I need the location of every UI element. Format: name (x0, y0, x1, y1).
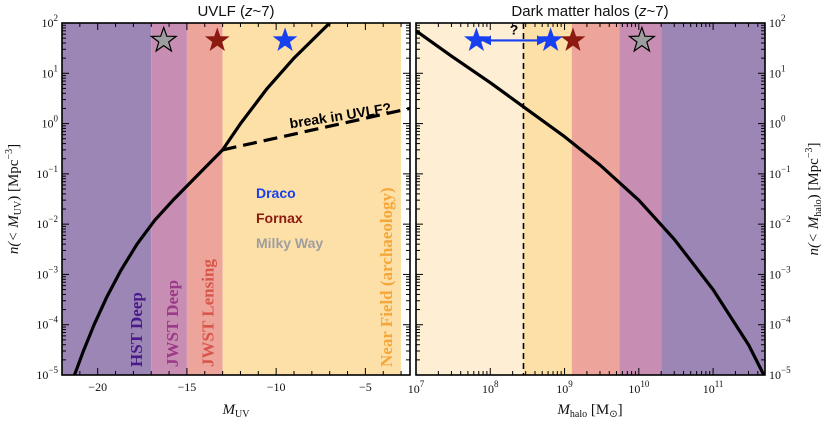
uvlf-ticks: −20 −15 −10 −5 10−5 10−4 10−3 10−2 10−1 100 101 102 (36, 13, 410, 394)
star-marker (149, 25, 178, 53)
y-tick-label: 10−1 (36, 164, 58, 181)
y-tick-label: 101 (42, 63, 59, 80)
region-band (571, 23, 620, 375)
region-band (416, 23, 524, 375)
star-marker (272, 27, 298, 51)
arrow-question-label: ? (510, 21, 519, 37)
x-tick-label: −5 (359, 380, 372, 394)
uvlf-stars (149, 25, 298, 53)
uvlf-curve-solid (72, 23, 331, 375)
star-marker (560, 27, 586, 51)
y-tick-label: 10−2 (36, 214, 58, 231)
region-band (186, 23, 223, 375)
y-tick-label: 102 (769, 13, 786, 30)
uvlf-frame (61, 22, 411, 376)
star-marker (204, 27, 230, 51)
region-label: HST Deep (127, 292, 146, 367)
uvlf-regions (62, 23, 410, 375)
star-marker (627, 25, 657, 53)
y-tick-label: 101 (769, 63, 786, 80)
y-tick-label: 10−4 (769, 315, 791, 332)
region-band (661, 23, 765, 375)
uvlf-legend: Draco Fornax Milky Way (256, 185, 323, 251)
uvlf-xlabel: MUV (222, 402, 251, 420)
arrow-head-right (537, 35, 547, 46)
legend-entry: Draco (256, 185, 296, 201)
region-band (523, 23, 572, 375)
y-tick-label: 10−4 (36, 315, 58, 332)
arrow-head-left (481, 35, 491, 46)
uvlf-ylabel: n(< MUV) [Mpc−3] (4, 144, 24, 254)
region-label: JWST Deep (163, 280, 182, 367)
x-tick-label: 1010 (628, 379, 650, 396)
x-tick-label: −10 (267, 380, 286, 394)
halo-ticks: 107 108 109 1010 1011 10−5 10−4 10−3 10−2 10−1 100… (408, 13, 791, 396)
uvlf-series (72, 23, 410, 375)
halo-series (416, 29, 765, 375)
legend-entry: Milky Way (256, 235, 323, 251)
y-tick-label: 10−5 (36, 365, 58, 382)
x-tick-label: 107 (408, 379, 425, 396)
halo-frame (415, 22, 766, 376)
y-tick-label: 10−1 (769, 164, 791, 181)
region-label: Near Field (archaeology) (377, 187, 396, 367)
region-band (151, 23, 187, 375)
y-tick-label: 100 (769, 114, 786, 131)
panel-halos: ? 107 108 109 1010 101110−510−410−310−210−11… (408, 3, 824, 420)
uvlf-title: UVLF (z~7) (197, 3, 274, 20)
x-tick-label: 109 (556, 379, 573, 396)
x-tick-label: −15 (178, 380, 197, 394)
halo-title: Dark matter halos (z~7) (511, 3, 668, 20)
region-blank (401, 23, 410, 375)
halo-regions (416, 23, 765, 375)
halo-stars: ? (464, 21, 657, 53)
region-band (222, 23, 402, 375)
uvlf-region-labels: HST Deep JWST Deep JWST Lensing Near Field … (127, 187, 396, 367)
y-tick-label: 100 (42, 114, 59, 131)
halo-ylabel: n(< Mhalo) [Mpc−3] (804, 143, 824, 256)
x-tick-label: 1011 (703, 379, 724, 396)
y-tick-label: 10−5 (769, 365, 791, 382)
x-tick-label: −20 (88, 380, 107, 394)
y-tick-label: 102 (42, 13, 59, 30)
star-marker (538, 27, 563, 51)
halo-xlabel: Mhalo [M⊙] (556, 402, 622, 420)
halo-mass-function-curve (416, 29, 765, 375)
y-tick-label: 10−3 (36, 264, 58, 281)
region-band (619, 23, 662, 375)
y-tick-label: 10−2 (769, 214, 791, 231)
region-band (62, 23, 152, 375)
panel-uvlf: HST Deep JWST Deep JWST Lensing Near Field … (4, 3, 411, 420)
star-marker (464, 27, 489, 51)
uvlf-curve-dashed (222, 106, 410, 152)
region-label: JWST Lensing (199, 259, 218, 367)
y-tick-label: 10−3 (769, 264, 791, 281)
x-tick-label: 108 (482, 379, 499, 396)
legend-entry: Fornax (256, 210, 303, 226)
